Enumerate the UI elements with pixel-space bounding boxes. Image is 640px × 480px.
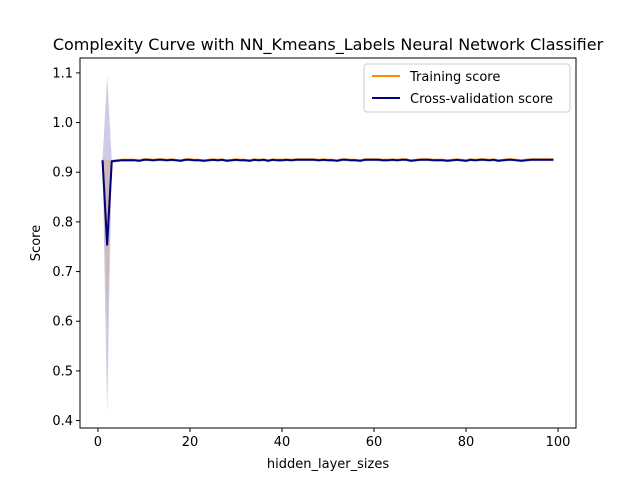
y-tick-label: 0.8	[52, 215, 73, 230]
legend-label-training: Training score	[409, 70, 500, 85]
legend-box	[363, 63, 571, 113]
y-tick-label: 0.4	[52, 414, 73, 429]
plot-frame	[79, 57, 577, 429]
y-tick-label: 0.6	[52, 315, 73, 330]
x-axis-label: hidden_layer_sizes	[267, 457, 389, 472]
y-tick-label: 0.7	[52, 265, 73, 280]
series-line-cross-validation-score	[101, 158, 554, 246]
x-tick-label: 100	[546, 435, 571, 450]
legend-label-cross-validation: Cross-validation score	[410, 92, 553, 107]
y-tick-label: 0.9	[52, 166, 73, 181]
y-tick-label: 0.5	[52, 364, 73, 379]
chart-title: Complexity Curve with NN_Kmeans_Labels N…	[53, 35, 604, 55]
x-axis-ticks: 0 20 40 60 80 100	[94, 428, 571, 450]
y-axis-label: Score	[29, 225, 44, 261]
x-tick-label: 20	[182, 435, 199, 450]
y-tick-label: 1.0	[52, 116, 73, 131]
x-tick-label: 80	[458, 435, 475, 450]
x-tick-label: 0	[94, 435, 102, 450]
x-tick-label: 40	[274, 435, 291, 450]
x-tick-label: 60	[366, 435, 383, 450]
series-lines	[101, 158, 554, 246]
y-axis-ticks: 0.4 0.5 0.6 0.7 0.8 0.9 1.0 1.1	[52, 66, 80, 429]
y-tick-label: 1.1	[52, 66, 73, 81]
legend: Training score Cross-validation score	[363, 63, 571, 113]
